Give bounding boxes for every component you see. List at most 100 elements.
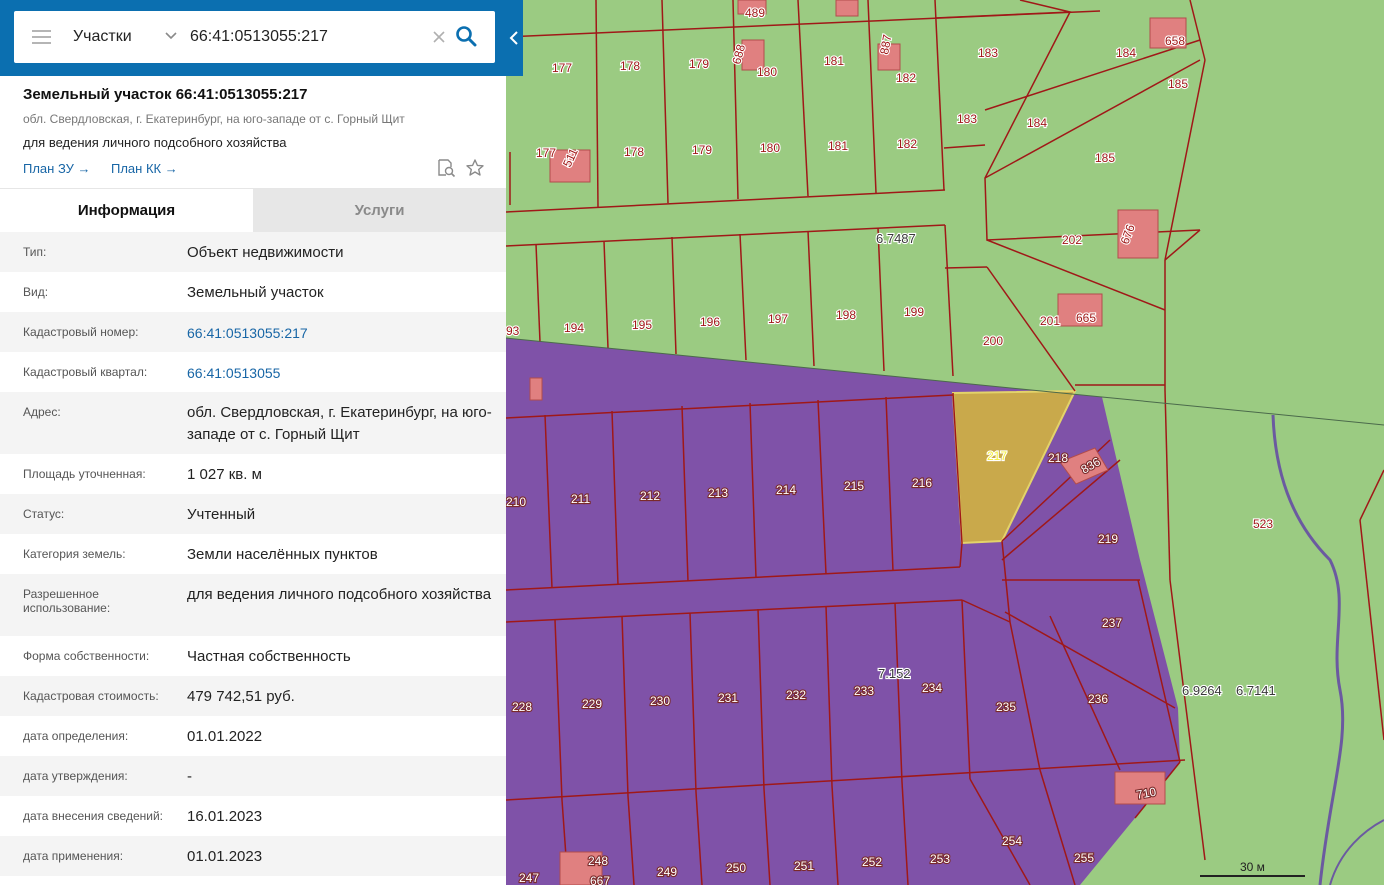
search-input[interactable]: [190, 24, 420, 50]
parcel-label: 887: [877, 33, 894, 55]
attribute-label: Категория земель:: [23, 547, 126, 561]
parcel-label: 213: [708, 486, 728, 500]
attribute-value: Частная собственность: [187, 648, 351, 665]
attribute-value: Объект недвижимости: [187, 244, 344, 261]
parcel-label: 180: [757, 65, 777, 79]
layer-select[interactable]: Участки: [73, 28, 132, 45]
parcel-label: 183: [957, 112, 977, 126]
search-header: Участки: [0, 0, 523, 76]
search-icon[interactable]: [455, 25, 477, 47]
parcel-label: 210: [506, 495, 526, 509]
attribute-label: дата внесения сведений:: [23, 809, 163, 823]
tab-information[interactable]: Информация: [0, 189, 253, 233]
parcel-label: 179: [689, 57, 709, 71]
river-line-2: [1329, 819, 1384, 885]
attribute-value: 01.01.2023: [187, 848, 263, 865]
parcel-label: 255: [1074, 851, 1094, 865]
parcel-label: 178: [620, 59, 640, 73]
attribute-row: дата внесения сведений: 16.01.2023: [0, 796, 506, 836]
parcel-label: 234: [922, 681, 942, 695]
attribute-label: дата определения:: [23, 729, 129, 743]
parcel-label: 199: [904, 305, 924, 319]
parcel-label: 229: [582, 697, 602, 711]
parcel-label: 185: [1168, 77, 1188, 91]
parcel-label: 202: [1062, 233, 1082, 247]
parcel-label: 198: [836, 308, 856, 322]
parcel-label: 254: [1002, 834, 1022, 848]
parcel-label: 252: [862, 855, 882, 869]
parcel-label: 177: [552, 61, 572, 75]
quarter-label: 6.7141: [1236, 683, 1276, 698]
parcel-label: 179: [692, 143, 712, 157]
parcel-label: 178: [624, 145, 644, 159]
parcel-label: 184: [1027, 116, 1047, 130]
parcel-label: 233: [854, 684, 874, 698]
attribute-row: дата применения: 01.01.2023: [0, 836, 506, 876]
parcel-label: 523: [1253, 517, 1273, 531]
attribute-row: Адрес: обл. Свердловская, г. Екатеринбург…: [0, 392, 506, 454]
parcel-label: 710: [1135, 785, 1157, 802]
parcel-label: 688: [729, 42, 748, 65]
attribute-label: Кадастровый квартал:: [23, 365, 148, 379]
parcel-label: 184: [1116, 46, 1136, 60]
parcel-label: 214: [776, 483, 796, 497]
parcel-label: 253: [930, 852, 950, 866]
chevron-left-icon[interactable]: [508, 30, 520, 46]
attribute-value-link[interactable]: 66:41:0513055:217: [187, 325, 308, 341]
parcel-label: 228: [512, 700, 532, 714]
attribute-label: Площадь уточненная:: [23, 467, 146, 481]
zone-purple: [506, 338, 1180, 885]
parcel-label: 217: [987, 449, 1007, 463]
attribute-row: Площадь уточненная: 1 027 кв. м: [0, 454, 506, 494]
document-search-icon[interactable]: [436, 158, 456, 178]
chevron-down-icon[interactable]: [164, 29, 178, 43]
parcel-label: 181: [828, 139, 848, 153]
parcel-label: 183: [978, 46, 998, 60]
map-labels: 489 658 177 178 179 688 180 181 887 182 183 184 185 5…: [505, 5, 1277, 885]
parcel-label: 231: [718, 691, 738, 705]
parcel-label: 667: [590, 874, 610, 885]
star-icon[interactable]: [465, 158, 485, 178]
parcel-label: 185: [1095, 151, 1115, 165]
quarter-label: 6.9264: [1182, 683, 1222, 698]
parcel-label: 249: [657, 865, 677, 879]
attribute-list: Тип: Объект недвижимости Вид: Земельный уча…: [0, 232, 506, 876]
parcel-label: 251: [794, 859, 814, 873]
attribute-value: -: [187, 768, 192, 785]
parcel-label: 665: [1076, 311, 1096, 325]
attribute-row: Разрешенное использование: для ведения ли…: [0, 574, 506, 636]
parcel-label: 215: [844, 479, 864, 493]
attribute-value: Земли населённых пунктов: [187, 546, 378, 563]
parcel-label: 218: [1048, 451, 1068, 465]
attribute-label: Адрес:: [23, 405, 61, 419]
attribute-row: Вид: Земельный участок: [0, 272, 506, 312]
tab-services[interactable]: Услуги: [253, 189, 506, 233]
parcel-label: 236: [1088, 692, 1108, 706]
parcel-label: 658: [1165, 34, 1185, 48]
parcel-label: 197: [768, 312, 788, 326]
quarter-label: 7.152: [878, 666, 911, 681]
attribute-label: Форма собственности:: [23, 649, 150, 663]
parcel-label: 194: [564, 321, 584, 335]
scale-bar: 30 м: [1200, 860, 1305, 877]
plan-zu-link[interactable]: План ЗУ →: [23, 161, 91, 176]
quarter-boundary: [505, 337, 1384, 426]
info-panel: Земельный участок 66:41:0513055:217 обл.…: [0, 0, 506, 885]
parcel-label: 182: [896, 71, 916, 85]
parcel-label: 201: [1040, 314, 1060, 328]
svg-text:30 м: 30 м: [1240, 860, 1265, 874]
attribute-label: Вид:: [23, 285, 49, 299]
quarter-label: 6.7487: [876, 231, 916, 246]
object-title: Земельный участок 66:41:0513055:217: [23, 86, 308, 103]
attribute-row: дата определения: 01.01.2022: [0, 716, 506, 756]
attribute-value-link[interactable]: 66:41:0513055: [187, 365, 281, 381]
parcel-label: 248: [588, 854, 608, 868]
plan-kk-link[interactable]: План КК →: [111, 161, 178, 176]
menu-icon[interactable]: [32, 30, 51, 44]
parcel-label: 93: [506, 324, 520, 338]
close-icon[interactable]: [432, 30, 446, 44]
search-box: Участки: [14, 11, 495, 63]
attribute-row: Кадастровая стоимость: 479 742,51 руб.: [0, 676, 506, 716]
attribute-row: Статус: Учтенный: [0, 494, 506, 534]
river-line: [1271, 414, 1345, 885]
